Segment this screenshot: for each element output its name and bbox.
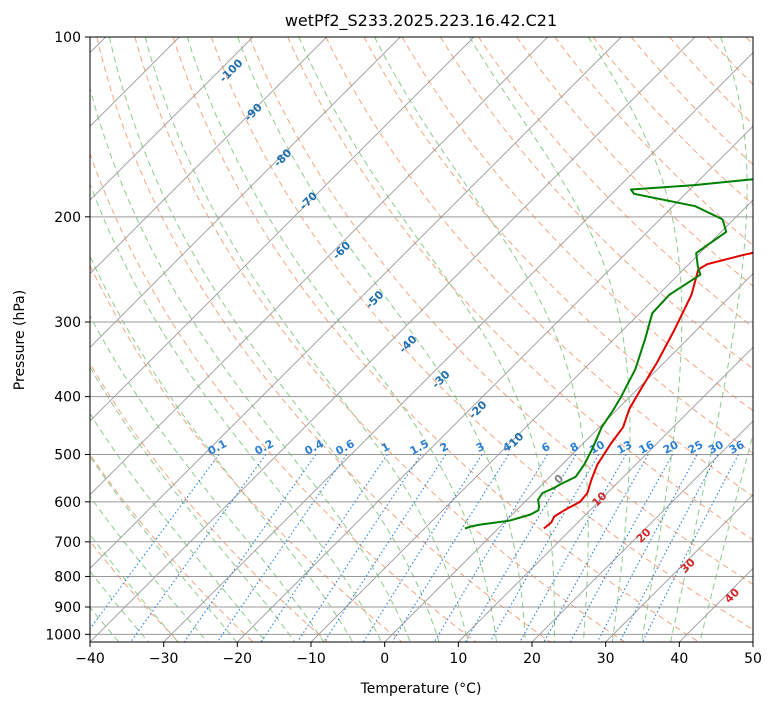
mixing-ratio-line [183, 454, 317, 642]
isotherm [605, 494, 753, 642]
mixing-ratio-line [323, 454, 447, 642]
x-tick-label: −30 [149, 651, 179, 667]
plot-frame [89, 36, 754, 643]
x-tick-label: 20 [523, 651, 541, 667]
y-tick-label: 900 [54, 600, 81, 616]
temperature-line [543, 251, 753, 530]
moist-adiabat [90, 366, 296, 642]
x-tick-label: −10 [296, 651, 326, 667]
x-tick-label: −20 [223, 651, 253, 667]
x-tick-label: 10 [449, 651, 467, 667]
isotherm [90, 37, 401, 348]
y-tick-label: 500 [54, 448, 81, 464]
x-axis: −40 −30 −20 −10 0 10 20 30 40 50 [75, 642, 762, 667]
mixing-ratio-line [391, 454, 510, 642]
y-tick-label: 400 [54, 390, 81, 406]
y-tick-label: 700 [54, 535, 81, 551]
mixing-ratio-line [216, 454, 348, 642]
moist-adiabat [90, 86, 411, 642]
chart-title: wetPf2_S233.2025.223.16.42.C21 [285, 11, 557, 31]
profiles [464, 178, 753, 530]
mixing-ratio-label: 20 [661, 438, 681, 457]
isotherm [384, 273, 753, 642]
dewpoint-line [464, 178, 753, 530]
mixing-ratio-line [90, 454, 220, 630]
mixing-ratio-line [543, 454, 649, 642]
isotherm [163, 52, 753, 642]
y-tick-label: 300 [54, 315, 81, 331]
y-axis: 100 200 300 400 500 600 700 800 900 1000 [45, 30, 90, 643]
y-tick-label: 800 [54, 569, 81, 585]
x-tick-label: 30 [597, 651, 615, 667]
x-tick-label: 50 [744, 651, 762, 667]
moist-adiabat [0, 37, 66, 649]
isotherm [90, 37, 254, 201]
dry-adiabat [90, 264, 403, 642]
mixing-ratio-line [619, 454, 719, 642]
mixing-ratio-line [519, 454, 627, 642]
mixing-ratio-label: 16 [637, 438, 657, 457]
isotherm [310, 199, 753, 642]
dry-adiabat [478, 37, 753, 328]
mixing-ratio-label: 36 [727, 438, 747, 457]
isotherm [531, 420, 753, 642]
isotherm [90, 37, 549, 496]
dry-adiabat [90, 453, 254, 642]
x-axis-label: Temperature (°C) [360, 681, 482, 697]
mixing-ratio-label: 30 [706, 438, 726, 457]
moist-adiabat [90, 182, 383, 642]
dry-adiabat [249, 37, 753, 585]
plot-area: 0.1 0.2 0.4 0.6 1 1.5 2 3 4 6 8 10 13 16 20 25 30 36-100-… [0, 10, 753, 650]
isotherm [90, 37, 475, 422]
dry-adiabat [287, 37, 753, 541]
dry-adiabat [363, 37, 753, 454]
mixing-ratio-label: 13 [615, 438, 635, 457]
moist-adiabat [670, 37, 748, 642]
mixing-ratio-line [296, 454, 422, 642]
isotherm [0, 10, 59, 650]
x-tick-label: 40 [670, 651, 688, 667]
x-tick-label: −40 [75, 651, 105, 667]
mixing-ratio-lines [90, 454, 739, 642]
isotherms [0, 10, 753, 650]
isotherm [90, 37, 696, 642]
y-tick-label: 100 [54, 30, 81, 46]
mixing-ratio-line [641, 454, 739, 642]
mixing-ratio-label: 25 [686, 438, 706, 457]
isotherm [90, 37, 328, 275]
dry-adiabat [210, 37, 753, 631]
mixing-ratio-line [433, 454, 548, 642]
y-tick-label: 600 [54, 495, 81, 511]
isotherm [457, 346, 753, 642]
mixing-ratio-label: 10 [587, 438, 607, 457]
y-tick-label: 1000 [45, 627, 81, 643]
y-tick-label: 200 [54, 210, 81, 226]
isotherm [90, 37, 622, 569]
mixing-ratio-line [362, 454, 483, 642]
dry-adiabat [325, 37, 753, 497]
moist-adiabat [90, 455, 238, 642]
dry-adiabat [516, 37, 753, 287]
isotherm [90, 37, 180, 127]
isotherm [236, 125, 753, 642]
pressure-gridlines [90, 37, 753, 635]
x-tick-label: 0 [380, 651, 389, 667]
y-axis-label: Pressure (hPa) [12, 290, 28, 390]
